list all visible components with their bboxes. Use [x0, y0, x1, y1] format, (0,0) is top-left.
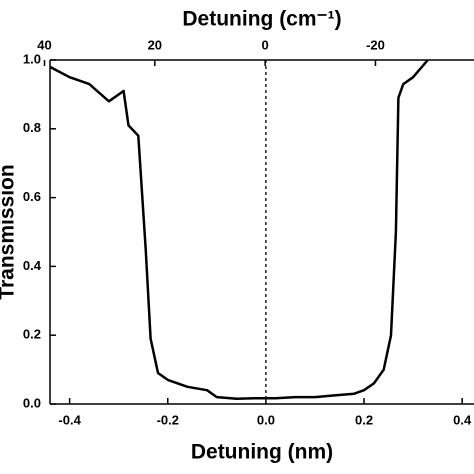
top-tick-label: -20 [366, 37, 385, 52]
top-axis-title: Detuning (cm⁻¹) [182, 8, 341, 31]
data-line [49, 59, 429, 401]
y-tick-label: 0.6 [23, 189, 41, 204]
y-tick-label: 0.8 [23, 120, 41, 135]
y-axis-title: Transmission [0, 164, 19, 299]
x-tick-label: -0.2 [157, 412, 179, 427]
y-tick-label: 0.2 [23, 327, 41, 342]
top-tick-label: 0 [262, 37, 269, 52]
y-tick-label: 0.4 [23, 258, 42, 273]
x-tick-label: 0.4 [453, 412, 472, 427]
x-tick-label: 0.0 [257, 412, 275, 427]
y-tick-label: 0.0 [23, 395, 41, 410]
top-tick-label: 20 [148, 37, 162, 52]
x-axis-title: Detuning (nm) [191, 441, 333, 464]
top-tick-label: 40 [37, 37, 51, 52]
x-tick-label: -0.4 [58, 412, 81, 427]
x-tick-label: 0.2 [355, 412, 373, 427]
y-tick-label: 1.0 [23, 51, 41, 66]
